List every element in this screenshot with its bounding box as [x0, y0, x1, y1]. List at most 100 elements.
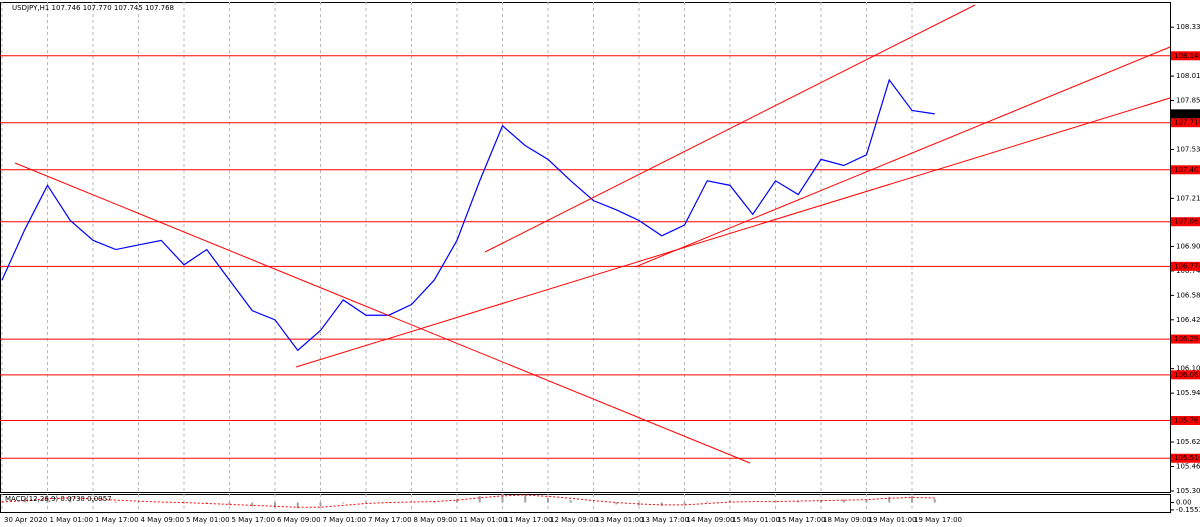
- x-tick-label: 5 May 01:00: [186, 516, 230, 524]
- macd-panel: [0, 494, 1171, 513]
- level-label-bg: [1171, 51, 1200, 61]
- level-label: 108.148: [1174, 52, 1200, 60]
- y-tick-label: 108.015: [1176, 72, 1200, 80]
- macd-bar: [660, 502, 663, 506]
- level-label-bg: [1171, 118, 1200, 128]
- macd-bar: [228, 502, 231, 505]
- macd-bar: [46, 496, 49, 503]
- macd-bar: [319, 502, 322, 507]
- level-label: 106.060: [1174, 371, 1200, 379]
- level-label-bg: [1171, 416, 1200, 426]
- level-label-bg: [1171, 370, 1200, 380]
- x-tick-label: 11 May 01:00: [459, 516, 507, 524]
- macd-bar: [638, 502, 640, 506]
- macd-bar: [501, 494, 504, 503]
- price-line: [1, 78, 935, 352]
- macd-bar: [478, 495, 481, 503]
- chart-title: USDJPY,H1 107.746 107.770 107.745 107.76…: [12, 4, 174, 12]
- trendline: [14, 162, 751, 464]
- macd-bar: [92, 500, 94, 503]
- macd-bar: [706, 501, 709, 503]
- x-tick-label: 7 May 01:00: [323, 516, 367, 524]
- x-tick-label: 19 May 01:00: [869, 516, 917, 524]
- level-label-bg: [1171, 165, 1200, 175]
- x-tick-label: 30 Apr 2020: [4, 516, 47, 524]
- y-tick-label: 105.460: [1176, 462, 1200, 470]
- level-label: 107.402: [1174, 166, 1200, 174]
- level-label-bg: [1171, 453, 1200, 463]
- macd-bar: [23, 498, 26, 503]
- level-label: 105.514: [1174, 454, 1200, 462]
- macd-bar: [615, 502, 618, 505]
- x-tick-label: 14 May 09:00: [687, 516, 735, 524]
- macd-bar: [842, 499, 845, 503]
- macd-bar: [524, 495, 527, 503]
- level-label: 106.770: [1174, 262, 1200, 270]
- y-tick-label: 106.900: [1176, 242, 1200, 250]
- macd-bar: [456, 498, 458, 503]
- macd-bar: [683, 502, 686, 505]
- x-tick-label: 8 May 09:00: [414, 516, 458, 524]
- y-tick-label: 108.335: [1176, 23, 1200, 31]
- x-tick-label: 6 May 09:00: [277, 516, 321, 524]
- x-tick-label: 5 May 17:00: [232, 516, 276, 524]
- level-label-bg: [1171, 217, 1200, 227]
- macd-bar: [820, 500, 822, 503]
- macd-bar: [365, 501, 367, 503]
- y-tick-label: 106.420: [1176, 316, 1200, 324]
- level-label: 106.294: [1174, 335, 1200, 343]
- trendline: [295, 97, 1171, 368]
- y-tick-label: 106.740: [1176, 267, 1200, 275]
- x-tick-label: 12 May 09:00: [550, 516, 598, 524]
- x-tick-label: 7 May 17:00: [368, 516, 412, 524]
- level-label-bg: [1171, 334, 1200, 344]
- y-tick-label: 105.620: [1176, 438, 1200, 446]
- last-price-bg: [1171, 109, 1200, 119]
- macd-bar: [569, 500, 572, 503]
- y-tick-label: 106.580: [1176, 291, 1200, 299]
- y-tick-label: 107.855: [1176, 97, 1200, 105]
- macd-bar: [251, 502, 254, 507]
- x-tick-label: 15 May 01:00: [732, 516, 780, 524]
- x-tick-label: 18 May 09:00: [823, 516, 871, 524]
- macd-bar: [342, 502, 345, 504]
- y-tick-label: 107.215: [1176, 194, 1200, 202]
- y-tick-label: -0.1553: [1176, 506, 1200, 514]
- x-tick-label: 19 May 17:00: [914, 516, 962, 524]
- y-tick-label: 105.300: [1176, 487, 1200, 495]
- level-label: 107.710: [1174, 119, 1200, 127]
- x-tick-label: 13 May 17:00: [641, 516, 689, 524]
- level-label: 105.761: [1174, 417, 1200, 425]
- macd-bar: [911, 496, 913, 503]
- trendlines: [14, 4, 1171, 464]
- macd-bar: [797, 501, 800, 503]
- macd-bar: [888, 496, 891, 503]
- trendline: [634, 46, 1171, 268]
- macd-bar: [774, 501, 777, 503]
- x-tick-label: 11 May 17:00: [505, 516, 553, 524]
- y-tick-label: 105.940: [1176, 389, 1200, 397]
- macd-bar: [865, 499, 868, 503]
- macd-bar: [274, 502, 276, 508]
- x-tick-label: 13 May 01:00: [596, 516, 644, 524]
- macd-title: MACD(12,26,9) 0.0730 0.0957: [5, 495, 112, 503]
- x-tick-label: 15 May 17:00: [778, 516, 826, 524]
- macd-bar: [114, 501, 117, 503]
- trendline: [484, 4, 976, 253]
- x-tick-label: 4 May 09:00: [141, 516, 185, 524]
- macd-bar: [547, 497, 549, 503]
- price-panel: [0, 2, 1171, 493]
- x-tick-label: 1 May 01:00: [50, 516, 94, 524]
- macd-bar: [933, 499, 936, 503]
- last-price-label: 107.768: [1174, 110, 1200, 118]
- macd-bar: [296, 502, 299, 509]
- y-tick-label: 106.100: [1176, 365, 1200, 373]
- macd-bar: [183, 502, 185, 504]
- level-label: 107.062: [1174, 218, 1200, 226]
- y-tick-label: 107.535: [1176, 145, 1200, 153]
- level-label-bg: [1171, 261, 1200, 271]
- macd-bar: [69, 497, 72, 503]
- x-tick-label: 1 May 17:00: [95, 516, 139, 524]
- y-tick-label: 0.00: [1176, 499, 1192, 507]
